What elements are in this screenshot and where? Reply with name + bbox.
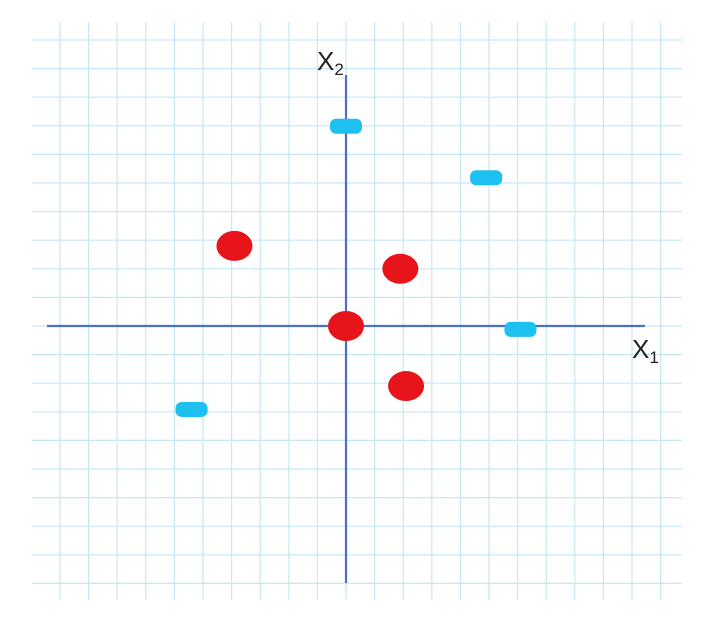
x2-axis-label-text: X [317,46,334,76]
red-dot-point [328,311,364,341]
cyan-dash-point [504,321,537,337]
grid [32,22,682,600]
x2-axis-label-subscript: 2 [334,60,343,79]
x1-axis-label: X1 [632,334,659,367]
red-dot-point [216,230,253,261]
cyan-dash-point [330,118,362,134]
red-dot-point [382,253,419,284]
x1-axis-label-text: X [632,334,649,364]
cyan-dash-point [175,401,208,417]
x2-axis-label: X2 [317,46,344,79]
cyan-dash-point [470,170,503,186]
red-dot-point [388,371,425,402]
data-points [175,118,537,417]
x1-axis-label-subscript: 1 [649,348,658,367]
